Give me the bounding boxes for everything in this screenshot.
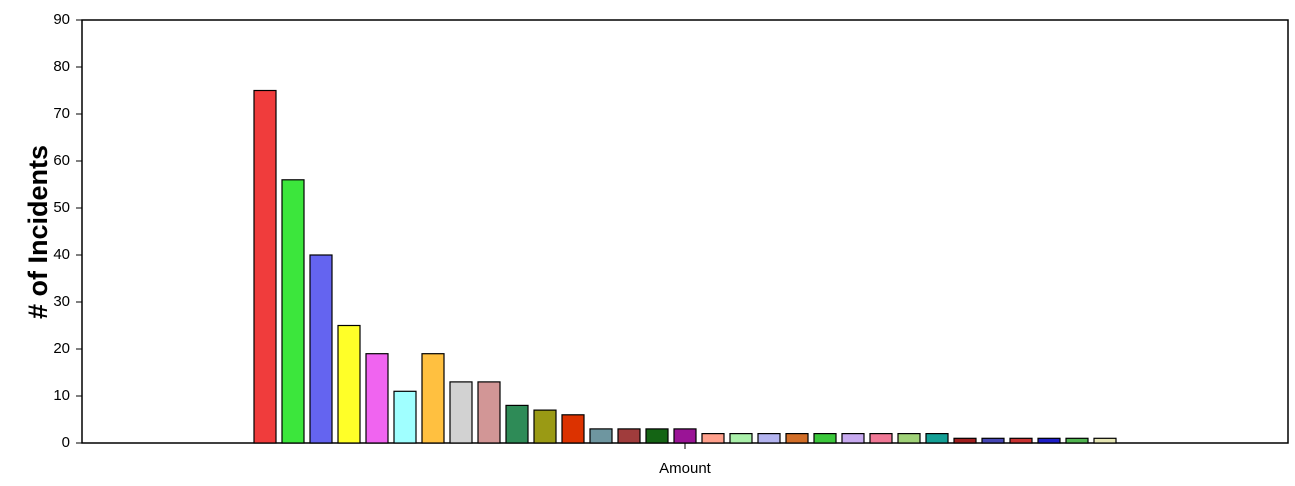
y-tick-label: 90 [53, 11, 70, 28]
bar [925, 433, 949, 444]
bar [897, 433, 921, 444]
bar [1065, 437, 1089, 444]
bar [533, 409, 557, 444]
bar [421, 353, 445, 444]
bar [841, 433, 865, 444]
y-axis-label: # of Incidents [23, 145, 53, 319]
bar [253, 89, 277, 444]
bar [589, 428, 613, 444]
bar [393, 390, 417, 444]
bar [729, 433, 753, 444]
y-tick-label: 10 [53, 387, 70, 404]
bar [309, 254, 333, 444]
bar [561, 414, 585, 444]
y-tick-label: 80 [53, 58, 70, 75]
bar [365, 353, 389, 444]
bar [785, 433, 809, 444]
bar [645, 428, 669, 444]
y-tick-label: 40 [53, 246, 70, 263]
bar [701, 433, 725, 444]
y-tick-label: 30 [53, 293, 70, 310]
bar [281, 179, 305, 444]
bar [617, 428, 641, 444]
bar [757, 433, 781, 444]
bar [1037, 437, 1061, 444]
bar [673, 428, 697, 444]
y-tick-label: 60 [53, 152, 70, 169]
x-tick-label: Amount [659, 460, 712, 477]
bar [1093, 437, 1117, 444]
y-tick-label: 50 [53, 199, 70, 216]
bar [477, 381, 501, 444]
bar [1009, 437, 1033, 444]
y-tick-label: 70 [53, 105, 70, 122]
bar [337, 324, 361, 444]
y-tick-label: 0 [62, 434, 70, 451]
y-tick-label: 20 [53, 340, 70, 357]
bar [953, 437, 977, 444]
bar [449, 381, 473, 444]
bar [813, 433, 837, 444]
bar [869, 433, 893, 444]
bar [505, 404, 529, 444]
bar [981, 437, 1005, 444]
